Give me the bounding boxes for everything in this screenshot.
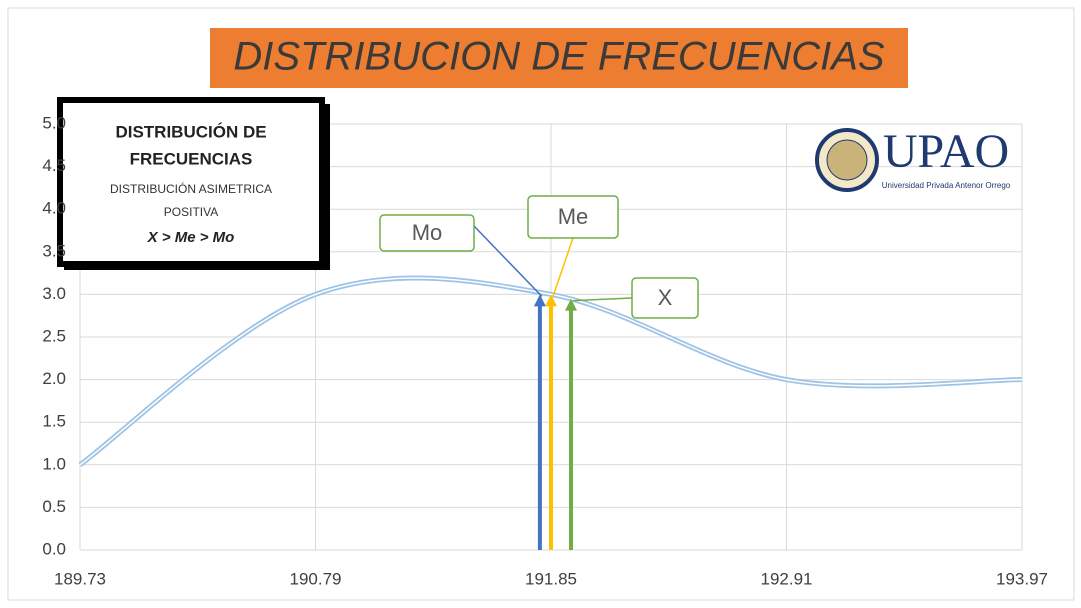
logo-emblem-inner xyxy=(826,139,868,181)
y-tick-label: 5.0 xyxy=(42,113,66,132)
inset-line: FRECUENCIAS xyxy=(130,149,253,168)
plot xyxy=(78,275,1023,467)
callout-box xyxy=(527,195,619,239)
logo-name: UPAO xyxy=(883,125,1009,178)
arrow xyxy=(545,294,557,550)
x-tick-label: 191.85 xyxy=(525,569,577,588)
y-tick-label: 2.0 xyxy=(42,369,66,388)
y-tick-label: 3.0 xyxy=(42,284,66,303)
inset-line: X > Me > Mo xyxy=(147,229,235,246)
callout-box xyxy=(631,277,699,319)
line-highlight xyxy=(79,277,1023,466)
title-box xyxy=(210,28,908,88)
callout-label: Mo xyxy=(412,220,443,245)
logo: UPAO Universidad Privada Antenor Orrego xyxy=(815,125,1011,192)
y-tick-label: 2.5 xyxy=(42,326,66,345)
inset-box xyxy=(57,97,325,267)
x-tick-label: 192.91 xyxy=(761,569,813,588)
leader-line xyxy=(473,225,543,297)
arrow xyxy=(564,298,577,550)
logo-subtitle: Universidad Privada Antenor Orrego xyxy=(882,181,1011,190)
annotations: Mo Me X xyxy=(379,195,699,550)
arrow xyxy=(533,294,546,550)
inset-line: DISTRIBUCIÓN DE xyxy=(115,122,266,141)
y-tick-label: 0.0 xyxy=(42,539,66,558)
x-tick-label: 193.97 xyxy=(996,569,1048,588)
leader-line xyxy=(552,237,574,297)
inset-line: DISTRIBUCIÓN ASIMETRICA xyxy=(110,181,272,196)
y-tick-label: 1.5 xyxy=(42,412,66,431)
y-tick-label: 1.0 xyxy=(42,454,66,473)
callout-label: Me xyxy=(558,204,589,229)
y-tick-label: 4.5 xyxy=(42,156,66,175)
x-tick-label: 190.79 xyxy=(290,569,342,588)
inset-line: POSITIVA xyxy=(164,205,218,219)
inset: DISTRIBUCIÓN DE FRECUENCIAS DISTRIBUCIÓN… xyxy=(57,97,330,270)
callout-box xyxy=(379,214,475,252)
x-tick-label: 189.73 xyxy=(54,569,106,588)
chart-title: DISTRIBUCION DE FRECUENCIAS xyxy=(233,35,884,79)
arrow-head xyxy=(545,294,557,307)
leader-line xyxy=(572,297,633,302)
y-tick-label: 0.5 xyxy=(42,497,66,516)
callout-label: X xyxy=(658,285,673,310)
y-tick-label: 4.0 xyxy=(42,199,66,218)
arrow-head xyxy=(564,298,577,311)
y-tick-label: 3.5 xyxy=(42,241,66,260)
arrow-head xyxy=(533,294,546,307)
